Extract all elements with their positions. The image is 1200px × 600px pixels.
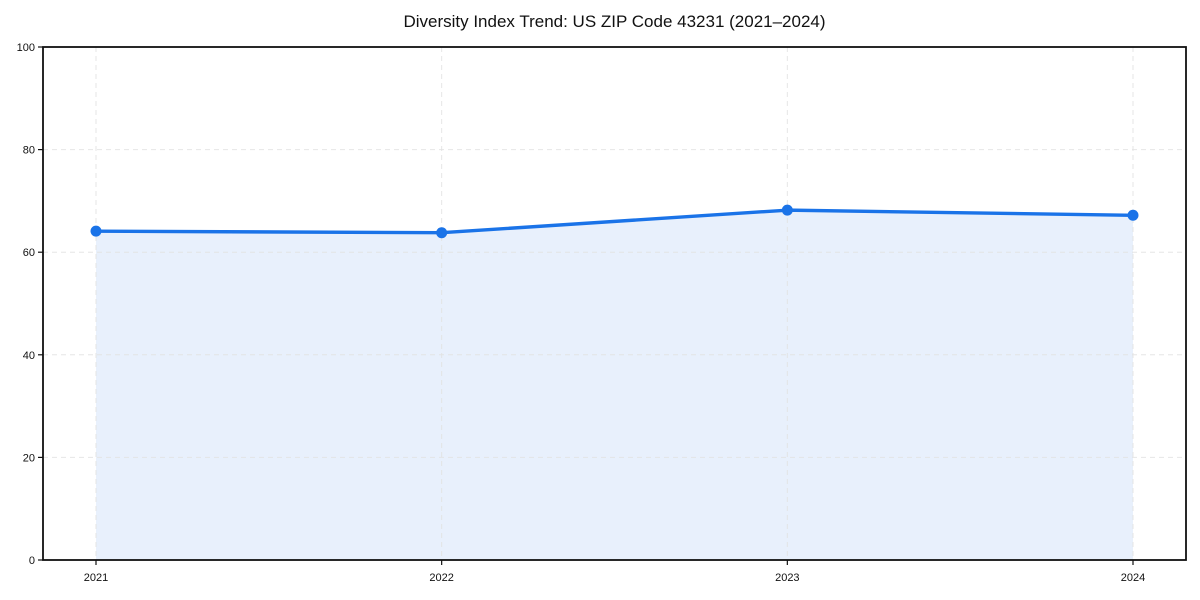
y-tick-label: 20 bbox=[23, 452, 35, 464]
y-tick-label: 80 bbox=[23, 145, 35, 157]
x-tick-label: 2021 bbox=[84, 572, 108, 584]
y-tick-label: 0 bbox=[29, 555, 35, 567]
y-tick-label: 60 bbox=[23, 247, 35, 259]
y-tick-label: 100 bbox=[17, 42, 35, 54]
data-point-marker bbox=[90, 225, 102, 237]
data-point-marker bbox=[436, 227, 448, 239]
plot-border bbox=[42, 46, 1187, 561]
x-tick-label: 2023 bbox=[775, 572, 799, 584]
trend-line bbox=[94, 208, 1135, 235]
x-tick-label: 2024 bbox=[1121, 572, 1145, 584]
chart-title: Diversity Index Trend: US ZIP Code 43231… bbox=[403, 12, 826, 31]
x-tick-label: 2022 bbox=[429, 572, 453, 584]
data-point-marker bbox=[781, 204, 793, 216]
area-fill bbox=[96, 210, 1133, 560]
data-point-marker bbox=[1127, 209, 1139, 221]
y-tick-label: 40 bbox=[23, 350, 35, 362]
